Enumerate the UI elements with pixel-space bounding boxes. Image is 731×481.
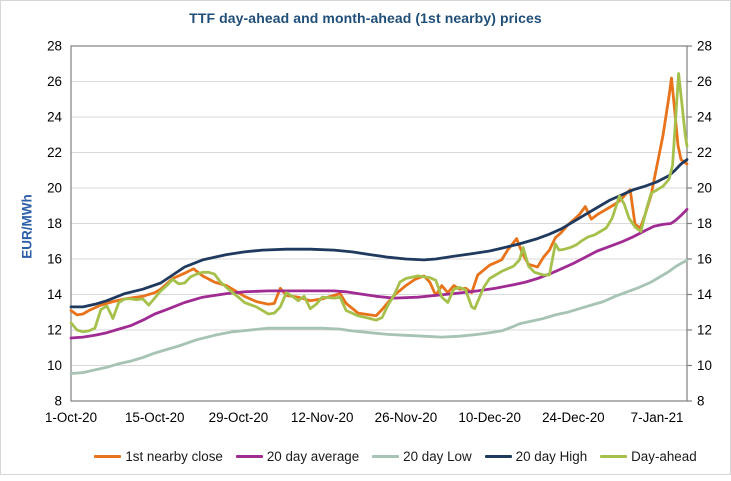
x-tick-label: 12-Nov-20 [291, 410, 354, 425]
x-tick-label: 29-Oct-20 [209, 410, 269, 425]
y-tick-label-left: 26 [47, 74, 62, 89]
y-tick-label-right: 12 [697, 323, 712, 338]
y-tick-label-left: 22 [47, 145, 62, 160]
legend-swatch [372, 454, 400, 458]
series-line-day-ahead [69, 72, 689, 334]
legend: 1st nearby close 20 day average 20 day Low… [63, 445, 728, 467]
series-line-20-day-average [69, 207, 689, 340]
y-tick-label-right: 14 [697, 287, 712, 302]
x-tick-label: 7-Jan-21 [631, 410, 684, 425]
y-tick-label-right: 28 [697, 39, 712, 54]
y-tick-label-left: 12 [47, 323, 62, 338]
x-tick-label: 1-Oct-20 [45, 410, 97, 425]
y-tick-label-right: 22 [697, 145, 712, 160]
x-tick-label: 15-Oct-20 [125, 410, 185, 425]
legend-label: 1st nearby close [125, 448, 223, 464]
legend-label: 20 day average [266, 448, 360, 464]
legend-swatch [484, 454, 512, 458]
x-tick-label: 10-Dec-20 [458, 410, 521, 425]
y-tick-label-right: 26 [697, 74, 712, 89]
legend-item-20-day-low: 20 day Low [372, 449, 472, 464]
legend-label: 20 day Low [403, 448, 472, 464]
y-tick-label-left: 10 [47, 358, 62, 373]
legend-item-day-ahead: Day-ahead [600, 449, 697, 464]
y-tick-label-left: 28 [47, 39, 62, 54]
y-tick-label-left: 24 [47, 110, 62, 125]
y-axis-label: EUR/MWh [19, 194, 35, 259]
x-tick-label: 26-Nov-20 [375, 410, 438, 425]
series-line-20-day-high [69, 158, 689, 309]
y-tick-label-right: 16 [697, 252, 712, 267]
legend-item-20-day-average: 20 day average [235, 448, 360, 464]
legend-swatch [235, 454, 263, 458]
y-tick-label-right: 10 [697, 358, 712, 373]
legend-swatch [94, 454, 122, 458]
y-tick-label-right: 24 [697, 110, 712, 125]
series-line-20-day-low [69, 258, 689, 375]
x-tick-label: 24-Dec-20 [542, 410, 605, 425]
y-tick-label-right: 20 [697, 181, 712, 196]
legend-item-1st-nearby-close: 1st nearby close [94, 449, 223, 464]
legend-label: 20 day High [515, 448, 588, 464]
y-tick-label-left: 8 [55, 394, 62, 409]
y-tick-label-right: 18 [697, 216, 712, 231]
y-tick-label-left: 16 [47, 252, 62, 267]
legend-swatch [600, 454, 628, 458]
chart-title: TTF day-ahead and month-ahead (1st nearb… [189, 10, 542, 26]
y-tick-label-left: 14 [47, 287, 62, 302]
legend-label: Day-ahead [631, 448, 697, 464]
legend-item-20-day-high: 20 day High [484, 448, 588, 464]
y-tick-label-right: 8 [697, 394, 704, 409]
y-tick-label-left: 18 [47, 216, 62, 231]
y-tick-label-left: 20 [47, 181, 62, 196]
